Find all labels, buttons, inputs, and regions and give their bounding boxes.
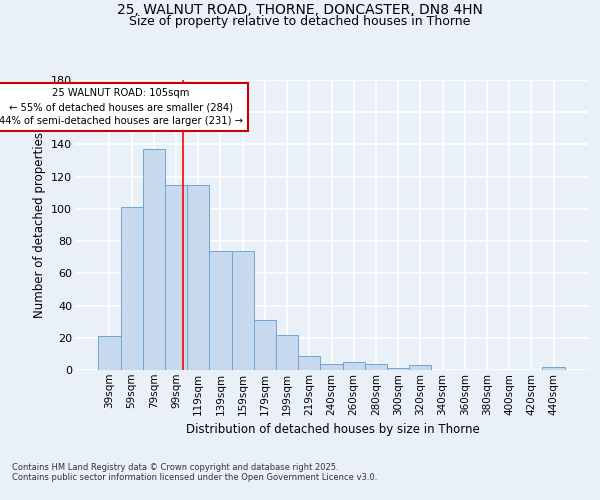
Bar [209, 251, 232, 370]
Bar [254, 320, 276, 370]
Text: 25 WALNUT ROAD: 105sqm
← 55% of detached houses are smaller (284)
44% of semi-de: 25 WALNUT ROAD: 105sqm ← 55% of detached… [0, 88, 242, 126]
Bar [121, 208, 143, 370]
Y-axis label: Number of detached properties: Number of detached properties [32, 132, 46, 318]
Bar [298, 356, 320, 370]
Bar [365, 364, 387, 370]
Text: 25, WALNUT ROAD, THORNE, DONCASTER, DN8 4HN: 25, WALNUT ROAD, THORNE, DONCASTER, DN8 … [117, 2, 483, 16]
Bar [409, 365, 431, 370]
Bar [232, 251, 254, 370]
Bar [165, 184, 187, 370]
Text: Contains HM Land Registry data © Crown copyright and database right 2025.: Contains HM Land Registry data © Crown c… [12, 462, 338, 471]
Bar [276, 334, 298, 370]
Text: Distribution of detached houses by size in Thorne: Distribution of detached houses by size … [186, 422, 480, 436]
Bar [387, 368, 409, 370]
Bar [143, 150, 165, 370]
Bar [187, 184, 209, 370]
Bar [320, 364, 343, 370]
Text: Size of property relative to detached houses in Thorne: Size of property relative to detached ho… [130, 15, 470, 28]
Bar [542, 367, 565, 370]
Bar [98, 336, 121, 370]
Bar [343, 362, 365, 370]
Text: Contains public sector information licensed under the Open Government Licence v3: Contains public sector information licen… [12, 472, 377, 482]
